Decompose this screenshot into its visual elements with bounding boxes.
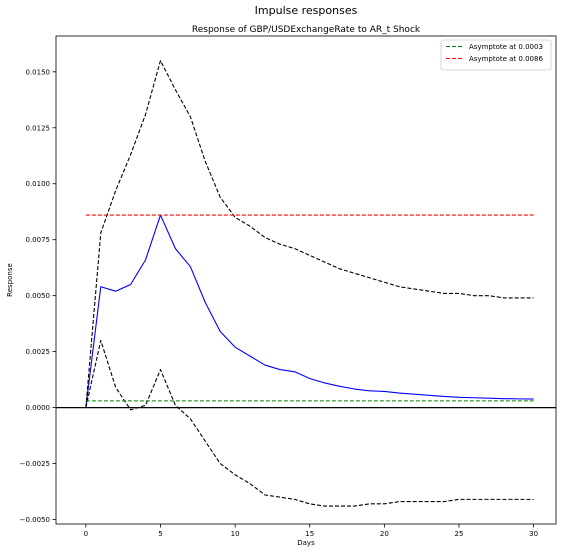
y-tick-label: 0.0100	[26, 180, 51, 188]
legend-label: Asymptote at 0.0003	[469, 43, 543, 51]
x-tick-label: 10	[231, 530, 240, 538]
x-tick-label: 20	[380, 530, 389, 538]
lower-band-line	[85, 339, 534, 507]
y-ticks: −0.0050 −0.0025 0.0000 0.0025 0.0050 0.0075 0.…	[20, 68, 56, 524]
y-tick-label: −0.0025	[20, 460, 50, 468]
legend: Asymptote at 0.0003 Asymptote at 0.0086	[440, 39, 552, 71]
x-tick-label: 5	[158, 530, 162, 538]
y-tick-label: −0.0050	[20, 516, 50, 524]
y-tick-label: 0.0050	[26, 292, 51, 300]
y-tick-label: 0.0025	[26, 348, 51, 356]
x-tick-label: 30	[529, 530, 538, 538]
x-tick-label: 0	[84, 530, 88, 538]
upper-band-line	[85, 60, 534, 408]
x-axis-label: Days	[297, 539, 315, 547]
legend-label: Asymptote at 0.0086	[469, 55, 543, 63]
plot-frame	[55, 35, 557, 525]
y-tick-label: 0.0125	[26, 124, 51, 132]
x-tick-label: 25	[455, 530, 464, 538]
x-ticks: 0 5 10 15 20 25 30	[84, 524, 538, 538]
chart-title: Response of GBP/USDExchangeRate to AR_t …	[192, 25, 421, 35]
figure-title: Impulse responses	[255, 4, 358, 17]
y-tick-label: 0.0075	[26, 236, 51, 244]
y-tick-label: 0.0150	[26, 68, 51, 76]
legend-box	[440, 39, 552, 71]
y-tick-label: 0.0000	[26, 404, 51, 412]
x-tick-label: 15	[305, 530, 314, 538]
plot-lines	[56, 60, 556, 507]
y-axis-label: Response	[6, 263, 14, 297]
